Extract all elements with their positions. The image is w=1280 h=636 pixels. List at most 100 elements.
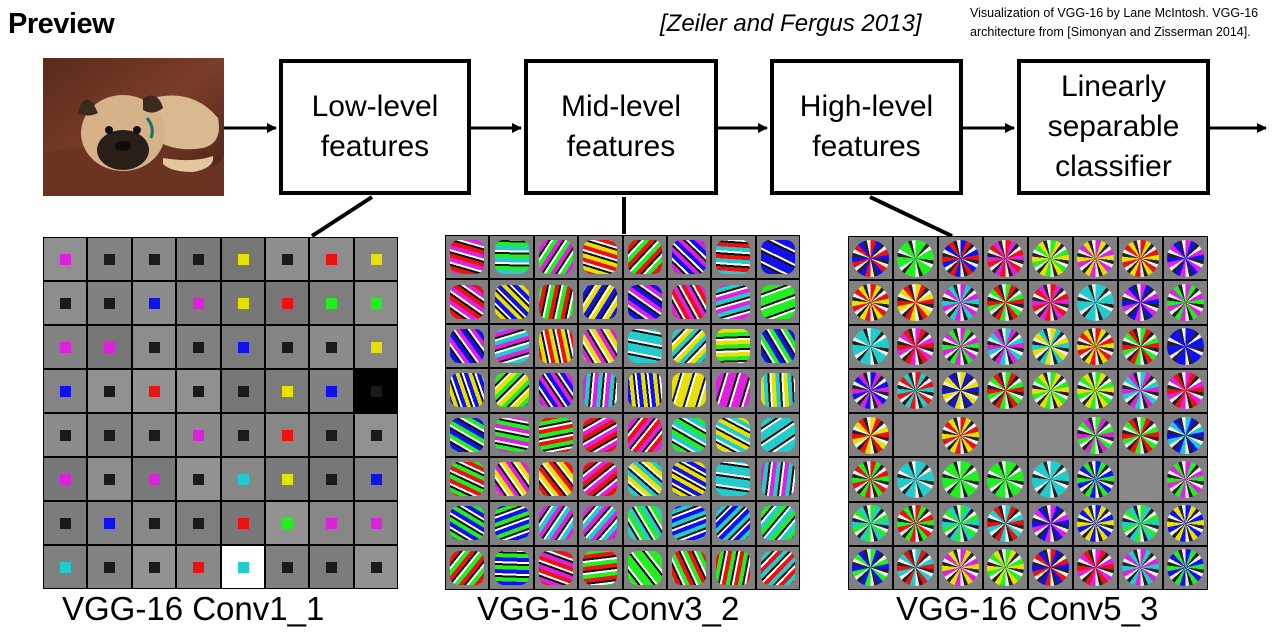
filter-cell (1164, 237, 1207, 280)
filter-cell (894, 546, 937, 589)
filter-cell (354, 458, 397, 500)
filter-cell (712, 502, 755, 545)
filter-cell (1164, 325, 1207, 368)
filter-cell (1119, 458, 1162, 501)
filter-cell (1119, 281, 1162, 324)
filter-cell (579, 236, 622, 279)
filter-cell (623, 324, 666, 368)
filter-cell (310, 502, 353, 544)
filter-cell (446, 369, 489, 412)
filter-cell (534, 236, 578, 279)
filter-cell (310, 238, 353, 280)
filter-cell (939, 325, 982, 368)
filter-cell (712, 324, 755, 368)
filter-cell (667, 236, 711, 279)
filter-cell (1119, 414, 1162, 457)
filter-cell (1164, 369, 1207, 412)
filter-cell (354, 414, 397, 456)
stage-box-high-level: High-level features (770, 59, 963, 195)
filter-cell (221, 458, 264, 500)
filter-cell (446, 280, 489, 323)
panel-caption-conv5: VGG-16 Conv5_3 (896, 590, 1159, 627)
filter-cell (265, 414, 309, 456)
filter-cell (756, 369, 799, 412)
stage-box-mid-level: Mid-level features (524, 59, 718, 195)
filter-cell (446, 324, 489, 368)
filter-cell (667, 324, 711, 368)
filter-cell (132, 326, 176, 368)
filter-cell (579, 502, 622, 545)
filter-cell (1029, 369, 1072, 412)
stage-label: High-level features (799, 90, 934, 163)
filter-cell (984, 369, 1027, 412)
filter-cell (446, 413, 489, 456)
filter-cell (44, 502, 87, 544)
filter-cell (221, 502, 264, 544)
filter-cell (446, 236, 489, 279)
filter-cell (1029, 281, 1072, 324)
filter-cell (756, 280, 799, 323)
input-dog-photo (43, 58, 224, 196)
filter-cell (894, 369, 937, 412)
filter-cell (354, 238, 397, 280)
filter-cell (1164, 458, 1207, 501)
filter-cell (88, 502, 131, 544)
filter-cell (446, 546, 489, 589)
filter-cell (1119, 237, 1162, 280)
filter-cell (265, 370, 309, 412)
filter-cell (849, 414, 892, 457)
filter-cell (490, 502, 533, 545)
filter-cell (177, 546, 220, 588)
filter-cell (1074, 281, 1117, 324)
filter-cell (221, 282, 264, 324)
filter-cell (490, 546, 533, 589)
filter-cell (939, 458, 982, 501)
filter-cell (265, 458, 309, 500)
filter-cell (894, 414, 937, 457)
filter-cell (177, 458, 220, 500)
conv1-filter-grid (43, 237, 398, 589)
filter-cell (623, 413, 666, 456)
filter-cell (623, 280, 666, 323)
filter-cell (177, 414, 220, 456)
filter-cell (579, 413, 622, 456)
stage-label: Low-level features (311, 90, 439, 163)
filter-cell (265, 546, 309, 588)
filter-cell (221, 546, 264, 588)
filter-cell (132, 282, 176, 324)
filter-cell (310, 326, 353, 368)
filter-cell (712, 413, 755, 456)
filter-cell (132, 546, 176, 588)
filter-cell (667, 457, 711, 501)
stage-box-classifier: Linearly separable classifier (1017, 59, 1210, 195)
filter-cell (894, 325, 937, 368)
stage-label: Linearly separable classifier (1047, 70, 1180, 183)
conv3-filter-grid (445, 235, 800, 590)
filter-cell (354, 282, 397, 324)
filter-cell (667, 413, 711, 456)
filter-cell (623, 457, 666, 501)
filter-cell (849, 458, 892, 501)
filter-cell (1029, 458, 1072, 501)
filter-cell (939, 546, 982, 589)
filter-cell (221, 238, 264, 280)
filter-cell (939, 281, 982, 324)
filter-cell (756, 457, 799, 501)
filter-cell (132, 238, 176, 280)
filter-cell (534, 324, 578, 368)
filter-cell (623, 369, 666, 412)
filter-cell (177, 238, 220, 280)
filter-cell (984, 281, 1027, 324)
filter-cell (132, 458, 176, 500)
filter-cell (534, 546, 578, 589)
filter-cell (132, 370, 176, 412)
filter-cell (712, 457, 755, 501)
filter-cell (756, 413, 799, 456)
filter-cell (177, 370, 220, 412)
filter-cell (579, 457, 622, 501)
panel-caption-conv1: VGG-16 Conv1_1 (62, 590, 325, 627)
filter-cell (534, 280, 578, 323)
filter-cell (1074, 502, 1117, 545)
filter-cell (490, 413, 533, 456)
filter-cell (579, 324, 622, 368)
